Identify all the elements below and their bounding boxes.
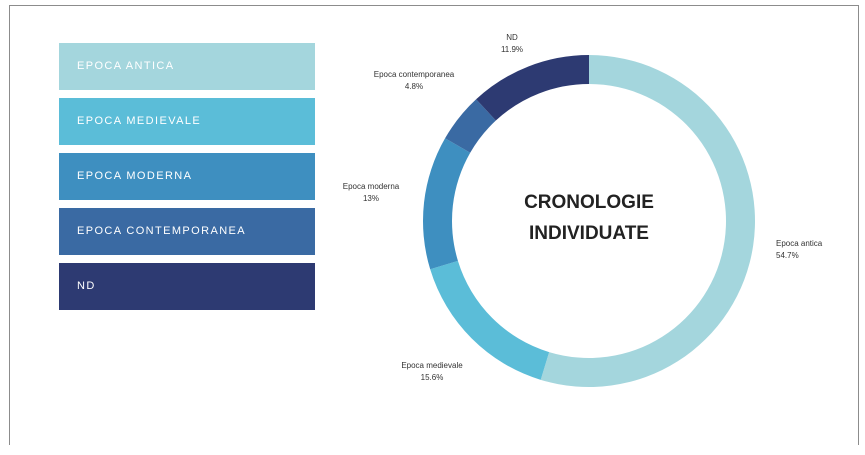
legend-item-epoca-medievale: EPOCA MEDIEVALE xyxy=(59,98,315,145)
legend-item-epoca-moderna: EPOCA MODERNA xyxy=(59,153,315,200)
donut-slice xyxy=(445,99,496,153)
legend-label: EPOCA CONTEMPORANEA xyxy=(77,225,247,237)
slice-value-label: 15.6% xyxy=(421,373,444,382)
legend-item-epoca-antica: EPOCA ANTICA xyxy=(59,43,315,90)
slice-value-label: 11.9% xyxy=(501,45,523,54)
donut-slice xyxy=(540,55,755,387)
legend-label: ND xyxy=(77,280,96,292)
slice-value-label: 54.7% xyxy=(776,251,799,260)
donut-slice xyxy=(430,260,550,380)
chart-title-line-1: CRONOLOGIE xyxy=(524,192,654,213)
legend-item-epoca-contemporanea: EPOCA CONTEMPORANEA xyxy=(59,208,315,255)
slice-label: Epoca contemporanea xyxy=(374,70,455,79)
slice-label: Epoca antica xyxy=(776,239,823,248)
slice-label: Epoca medievale xyxy=(401,361,463,370)
slice-value-label: 13% xyxy=(363,194,379,203)
donut-slice xyxy=(422,138,471,270)
legend-label: EPOCA MODERNA xyxy=(77,170,193,182)
chart-frame xyxy=(9,5,859,445)
donut-slice xyxy=(476,55,589,121)
chart-title-line-2: INDIVIDUATE xyxy=(529,223,649,244)
slice-label: ND xyxy=(506,33,518,42)
slice-value-label: 4.8% xyxy=(405,82,423,91)
legend-label: EPOCA ANTICA xyxy=(77,60,175,72)
legend-label: EPOCA MEDIEVALE xyxy=(77,115,202,127)
legend-item-nd: ND xyxy=(59,263,315,310)
slice-label: Epoca moderna xyxy=(343,182,400,191)
